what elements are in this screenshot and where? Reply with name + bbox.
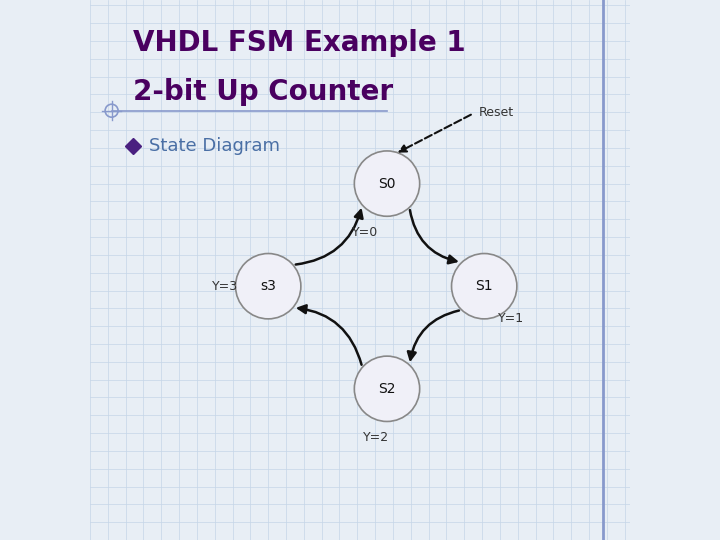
Text: VHDL FSM Example 1: VHDL FSM Example 1 bbox=[133, 29, 466, 57]
Ellipse shape bbox=[235, 254, 301, 319]
FancyArrowPatch shape bbox=[299, 305, 361, 364]
Text: Y=1: Y=1 bbox=[498, 312, 524, 325]
Ellipse shape bbox=[451, 254, 517, 319]
Ellipse shape bbox=[354, 151, 420, 216]
Text: Y=3: Y=3 bbox=[212, 280, 238, 293]
Ellipse shape bbox=[354, 356, 420, 421]
Text: Y=2: Y=2 bbox=[363, 431, 390, 444]
Text: S2: S2 bbox=[378, 382, 396, 396]
Text: S0: S0 bbox=[378, 177, 396, 191]
FancyArrowPatch shape bbox=[296, 210, 362, 265]
Text: Y=0: Y=0 bbox=[352, 226, 379, 239]
Text: State Diagram: State Diagram bbox=[150, 137, 280, 155]
Text: S1: S1 bbox=[475, 279, 493, 293]
Text: Reset: Reset bbox=[479, 106, 514, 119]
FancyArrowPatch shape bbox=[408, 310, 459, 360]
Text: 2-bit Up Counter: 2-bit Up Counter bbox=[133, 78, 393, 106]
Text: s3: s3 bbox=[260, 279, 276, 293]
FancyArrowPatch shape bbox=[410, 210, 456, 264]
